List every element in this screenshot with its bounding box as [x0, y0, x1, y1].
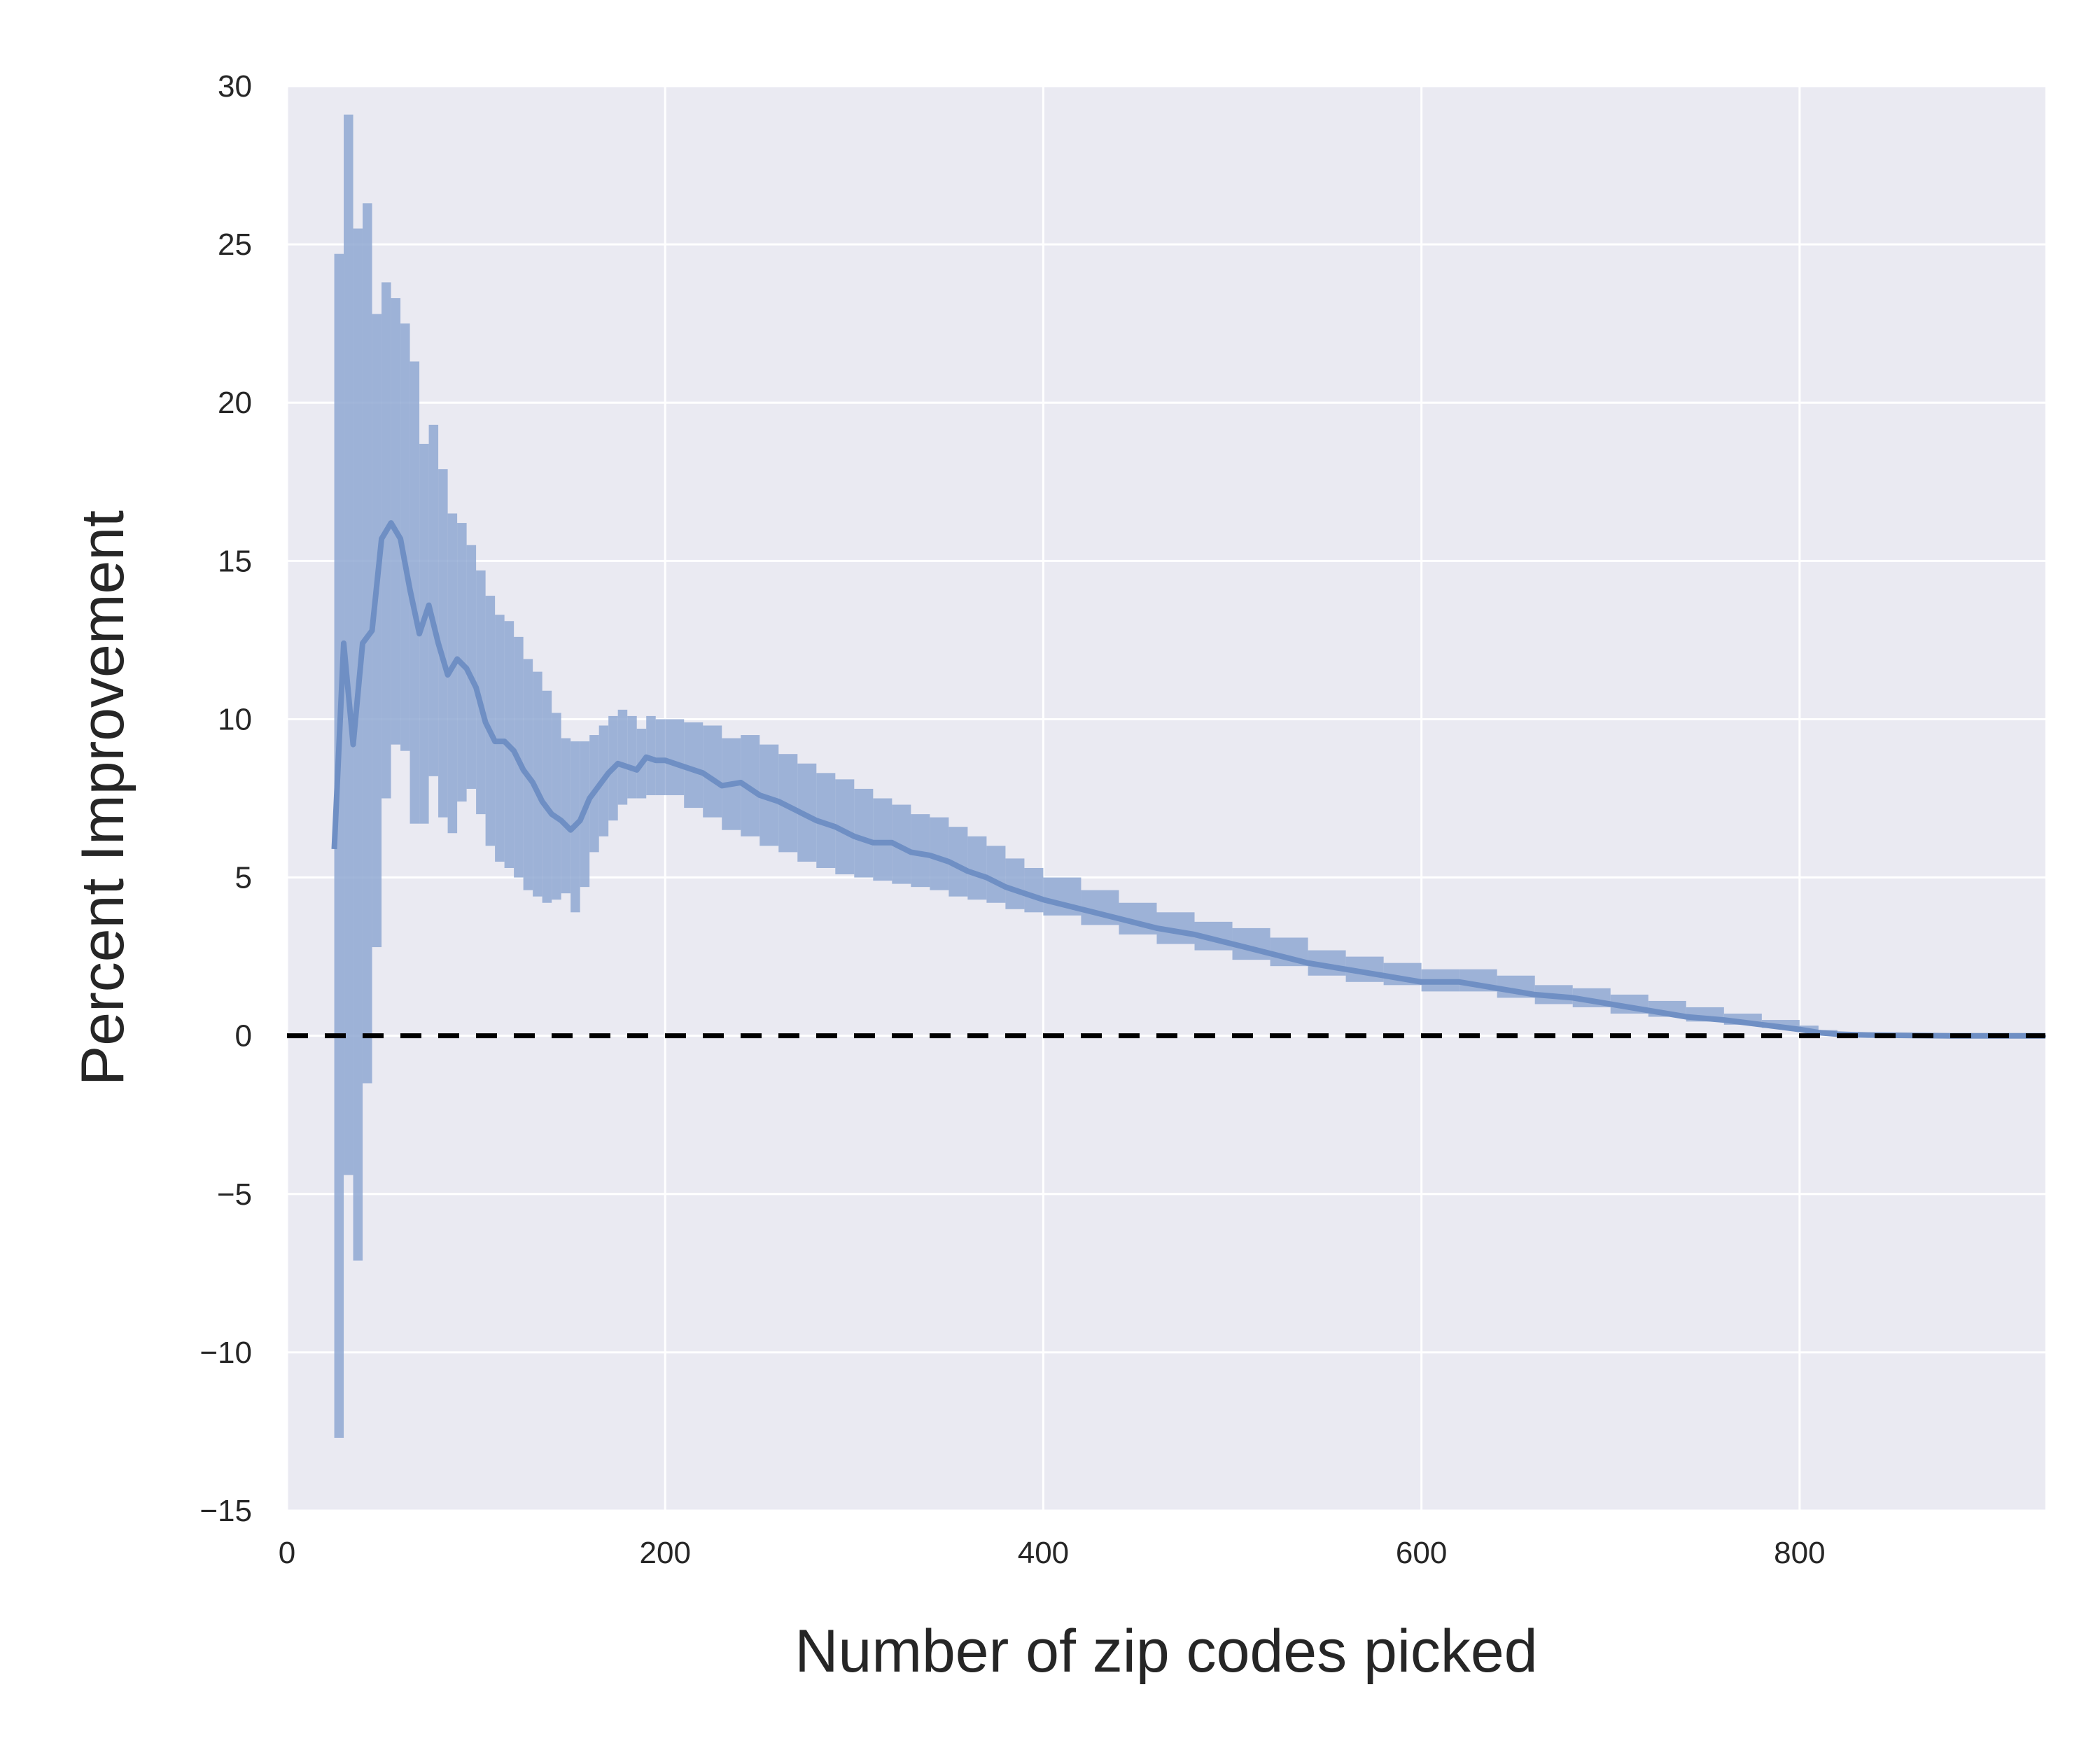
x-tick-label: 600 [1396, 1536, 1447, 1570]
x-tick-label: 200 [640, 1536, 691, 1570]
y-axis-label: Percent Improvement [69, 510, 136, 1086]
error-band-segment [428, 424, 439, 776]
error-band-segment [334, 253, 344, 1438]
error-band-segment [646, 715, 656, 795]
error-band-segment [552, 713, 561, 900]
x-tick-label: 800 [1774, 1536, 1825, 1570]
error-band-segment [382, 282, 391, 799]
y-tick-label: 5 [235, 861, 252, 895]
error-band-segment [561, 738, 571, 894]
error-band-segment [1761, 1020, 1800, 1028]
error-band-segment [1005, 858, 1025, 909]
error-band-segment [655, 719, 666, 795]
y-tick-label: 25 [218, 227, 252, 262]
y-tick-labels: −15 −10 −5 0 5 10 15 20 25 30 [200, 69, 252, 1528]
error-band-segment [854, 788, 874, 878]
error-band-segment [986, 846, 1006, 903]
series-line [331, 520, 2045, 1039]
error-band-segment [2045, 1035, 2046, 1037]
error-band-segment [967, 836, 987, 900]
y-tick-label: 30 [218, 69, 252, 104]
x-axis-label: Number of zip codes picked [794, 1618, 1537, 1685]
error-band-segment [391, 298, 401, 745]
error-band-segment [372, 314, 382, 948]
y-tick-label: −5 [217, 1177, 252, 1212]
error-band-segment [410, 361, 420, 824]
error-band-segment [438, 469, 448, 818]
y-tick-label: −15 [200, 1494, 252, 1528]
error-band-segment [703, 725, 722, 818]
error-band-segment [495, 615, 505, 862]
y-tick-label: 10 [218, 702, 252, 736]
error-band-segment [617, 709, 628, 805]
y-tick-label: 0 [235, 1019, 252, 1054]
error-band-segment [542, 690, 552, 903]
y-tick-label: −10 [200, 1336, 252, 1370]
error-band-segment [363, 203, 372, 1084]
error-band-segment [533, 671, 542, 897]
error-band-segment [627, 715, 637, 799]
error-band-segment [485, 596, 496, 846]
error-band-segment [447, 513, 458, 834]
x-tick-labels: 0 200 400 600 800 [279, 1536, 1826, 1570]
y-tick-label: 15 [218, 544, 252, 578]
error-band-segment [873, 798, 892, 881]
error-band-segment [353, 228, 363, 1261]
y-tick-label: 20 [218, 386, 252, 420]
error-band-segment [344, 114, 354, 1175]
x-tick-label: 400 [1018, 1536, 1069, 1570]
error-band-segment [476, 570, 486, 815]
error-band-segment [466, 545, 477, 789]
error-band-segment [419, 444, 429, 824]
error-band-segment [665, 719, 685, 795]
x-tick-label: 0 [279, 1536, 295, 1570]
grid [286, 85, 2045, 1512]
error-band-segment [400, 323, 410, 751]
error-band-segment [1024, 867, 1044, 913]
